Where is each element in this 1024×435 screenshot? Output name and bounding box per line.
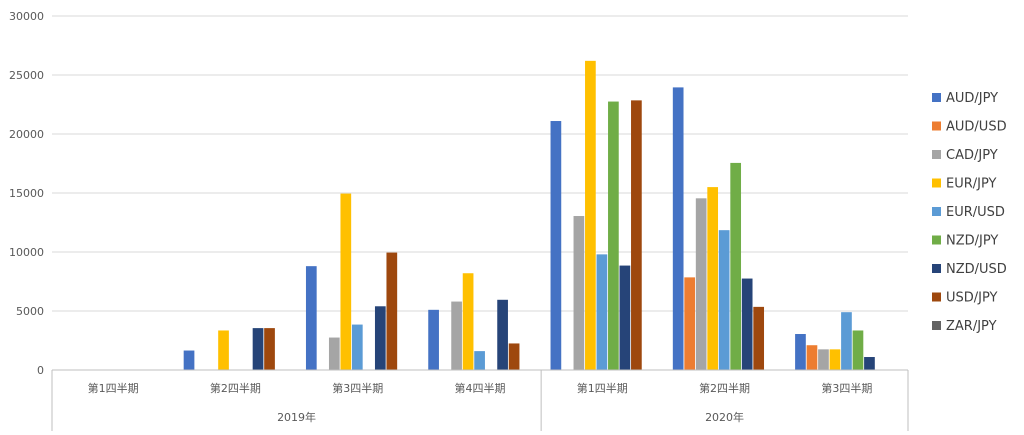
bar-eur-jpy bbox=[707, 187, 719, 370]
bar-nzd-usd bbox=[497, 299, 508, 370]
bar-eur-jpy bbox=[340, 193, 352, 370]
bar-aud-jpy bbox=[672, 87, 684, 370]
bar-nzd-jpy bbox=[852, 330, 864, 370]
legend-swatch bbox=[932, 207, 941, 216]
legend-label: AUD/USD bbox=[946, 120, 1007, 135]
legend-swatch bbox=[932, 93, 941, 102]
legend-label: NZD/JPY bbox=[946, 234, 998, 249]
legend-label: AUD/JPY bbox=[946, 91, 998, 106]
y-tick-label: 25000 bbox=[9, 69, 44, 82]
bar-aud-usd bbox=[684, 277, 696, 370]
bar-usd-jpy bbox=[753, 306, 765, 370]
bar-eur-jpy bbox=[585, 60, 596, 371]
bar-aud-jpy bbox=[550, 121, 562, 371]
legend-label: EUR/JPY bbox=[946, 177, 997, 192]
legend-label: EUR/USD bbox=[946, 205, 1005, 220]
legend-label: NZD/USD bbox=[946, 262, 1007, 277]
legend-swatch bbox=[932, 121, 941, 131]
x-tick-label: 第2四半期 bbox=[210, 381, 261, 395]
legend-label: USD/JPY bbox=[946, 291, 998, 306]
x-group-label: 2020年 bbox=[705, 410, 744, 424]
bar-eur-usd bbox=[841, 312, 852, 370]
bar-eur-jpy bbox=[829, 349, 841, 370]
legend-swatch bbox=[932, 150, 941, 159]
bar-cad-jpy bbox=[451, 301, 462, 370]
bar-nzd-usd bbox=[374, 306, 386, 370]
y-tick-label: 30000 bbox=[9, 10, 44, 23]
bar-usd-jpy bbox=[264, 328, 275, 370]
bar-eur-jpy bbox=[218, 330, 229, 370]
bar-usd-jpy bbox=[631, 100, 642, 371]
bar-eur-usd bbox=[474, 351, 485, 370]
bar-usd-jpy bbox=[508, 343, 520, 370]
x-tick-label: 第3四半期 bbox=[821, 381, 872, 395]
legend-swatch bbox=[932, 264, 941, 273]
bar-cad-jpy bbox=[328, 337, 340, 370]
bar-cad-jpy bbox=[573, 216, 585, 370]
y-tick-label: 15000 bbox=[9, 187, 44, 200]
bar-nzd-jpy bbox=[608, 101, 619, 371]
bar-usd-jpy bbox=[386, 252, 398, 370]
y-tick-label: 0 bbox=[37, 364, 44, 377]
bar-aud-jpy bbox=[183, 350, 195, 370]
bar-nzd-usd bbox=[741, 278, 753, 370]
legend-label: ZAR/JPY bbox=[946, 319, 997, 334]
bar-nzd-usd bbox=[619, 265, 631, 370]
x-tick-label: 第1四半期 bbox=[577, 381, 628, 395]
y-tick-label: 20000 bbox=[9, 128, 44, 141]
y-tick-label: 10000 bbox=[9, 246, 44, 259]
x-tick-label: 第4四半期 bbox=[455, 381, 506, 395]
legend-swatch bbox=[932, 235, 941, 245]
bar-aud-jpy bbox=[795, 334, 806, 370]
bar-eur-jpy bbox=[462, 273, 474, 370]
y-tick-label: 5000 bbox=[16, 305, 44, 318]
x-tick-label: 第2四半期 bbox=[699, 381, 750, 395]
bar-nzd-usd bbox=[864, 357, 875, 370]
bar-nzd-jpy bbox=[730, 162, 742, 370]
bar-eur-usd bbox=[351, 324, 363, 370]
bar-cad-jpy bbox=[695, 198, 707, 370]
legend-swatch bbox=[932, 178, 941, 188]
bar-eur-usd bbox=[718, 230, 730, 370]
x-group-label: 2019年 bbox=[277, 410, 316, 424]
x-tick-label: 第3四半期 bbox=[332, 381, 383, 395]
legend-swatch bbox=[932, 292, 941, 302]
bar-aud-jpy bbox=[428, 309, 439, 370]
legend-label: CAD/JPY bbox=[946, 148, 998, 163]
bar-aud-jpy bbox=[305, 266, 317, 370]
bar-cad-jpy bbox=[818, 349, 829, 370]
bar-eur-usd bbox=[596, 254, 608, 370]
x-tick-label: 第1四半期 bbox=[88, 381, 139, 395]
legend-swatch bbox=[932, 321, 941, 330]
bar-aud-usd bbox=[806, 345, 818, 370]
bar-nzd-usd bbox=[252, 328, 264, 370]
